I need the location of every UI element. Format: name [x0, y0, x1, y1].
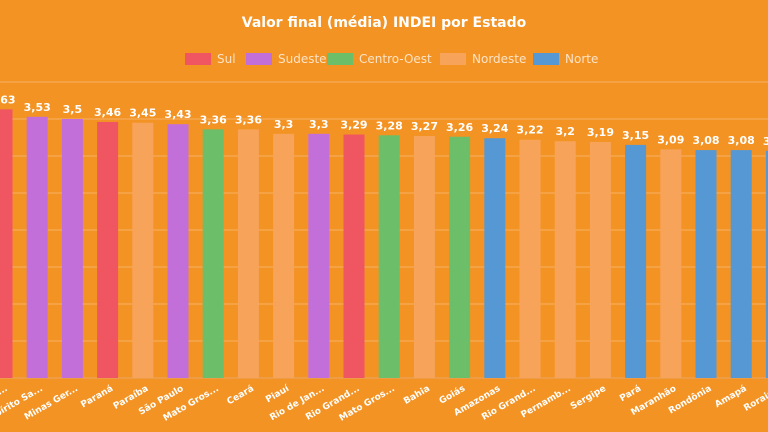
bar[interactable] [167, 124, 189, 379]
x-tick-label: Paraná [79, 384, 115, 410]
legend-label[interactable]: Norte [565, 52, 598, 66]
data-label: 3,28 [376, 119, 403, 132]
data-label: 3,3 [274, 118, 294, 131]
data-label: 3,5 [63, 103, 83, 116]
bar[interactable] [484, 138, 506, 378]
legend: Sul Sudeste Centro-Oest Nordeste Norte [185, 52, 598, 66]
data-label: 3,19 [587, 126, 614, 139]
data-label: 3,3 [309, 118, 329, 131]
x-tick-label: Ceará [226, 384, 256, 407]
bar[interactable] [132, 122, 154, 378]
legend-swatch [185, 53, 211, 65]
data-label: 3,24 [481, 122, 508, 135]
bar[interactable] [202, 129, 224, 378]
bar[interactable] [97, 121, 119, 379]
bar[interactable] [26, 116, 48, 378]
data-label: 3,45 [129, 107, 156, 120]
legend-swatch [533, 53, 559, 65]
data-label: 3,08 [728, 134, 755, 147]
x-tick-label: Bahia [402, 384, 432, 407]
bar[interactable] [378, 135, 400, 378]
data-label: 3,43 [164, 108, 191, 121]
data-label: 3,2 [555, 125, 575, 138]
bar[interactable] [273, 133, 295, 378]
data-label: 3,36 [200, 113, 227, 126]
data-label: 3,08 [692, 134, 719, 147]
data-label: 3,53 [24, 101, 51, 114]
x-tick-label: Sergipe [569, 384, 608, 412]
data-label: 3,63 [0, 93, 16, 106]
bar[interactable] [308, 133, 330, 378]
chart-title: Valor final (média) INDEI por Estado [242, 15, 527, 31]
bar[interactable] [0, 109, 13, 378]
legend-swatch [246, 53, 272, 65]
data-label: 3,36 [235, 113, 262, 126]
bars [0, 109, 768, 379]
bar[interactable] [730, 150, 752, 378]
data-label: 3,26 [446, 121, 473, 134]
bar[interactable] [61, 119, 83, 378]
x-tick-label: Pará [618, 384, 643, 404]
legend-label[interactable]: Sul [217, 52, 236, 66]
data-label: 3,29 [340, 119, 367, 132]
legend-label[interactable]: Sudeste [278, 52, 327, 66]
bar[interactable] [413, 136, 435, 378]
bar[interactable] [625, 144, 647, 378]
bar[interactable] [660, 149, 682, 378]
bar[interactable] [554, 141, 576, 378]
bar[interactable] [449, 136, 471, 378]
legend-label[interactable]: Nordeste [472, 52, 526, 66]
data-label: 3,09 [657, 133, 684, 146]
legend-swatch [440, 53, 466, 65]
data-label: 3,15 [622, 129, 649, 142]
bar[interactable] [519, 139, 541, 378]
legend-swatch [327, 53, 353, 65]
legend-label[interactable]: Centro-Oest [359, 52, 432, 66]
data-labels: 3,63 3,53 3,5 3,46 3,45 3,43 3,36 3,36 3,3 3,3 3,2… [0, 93, 768, 147]
bar[interactable] [589, 141, 611, 378]
bar[interactable] [237, 129, 259, 378]
x-tick-label: Piauí [264, 383, 292, 405]
data-label: 3,46 [94, 106, 121, 119]
bar[interactable] [695, 150, 717, 378]
data-label: 3,27 [411, 120, 438, 133]
bar[interactable] [765, 150, 768, 378]
bar[interactable] [343, 134, 365, 378]
x-tick-labels: Santa Cat...Espírito Sa...Minas Ger...Pa… [0, 383, 768, 425]
data-label: 3,22 [516, 124, 543, 137]
data-label: 3,07 [763, 135, 768, 148]
